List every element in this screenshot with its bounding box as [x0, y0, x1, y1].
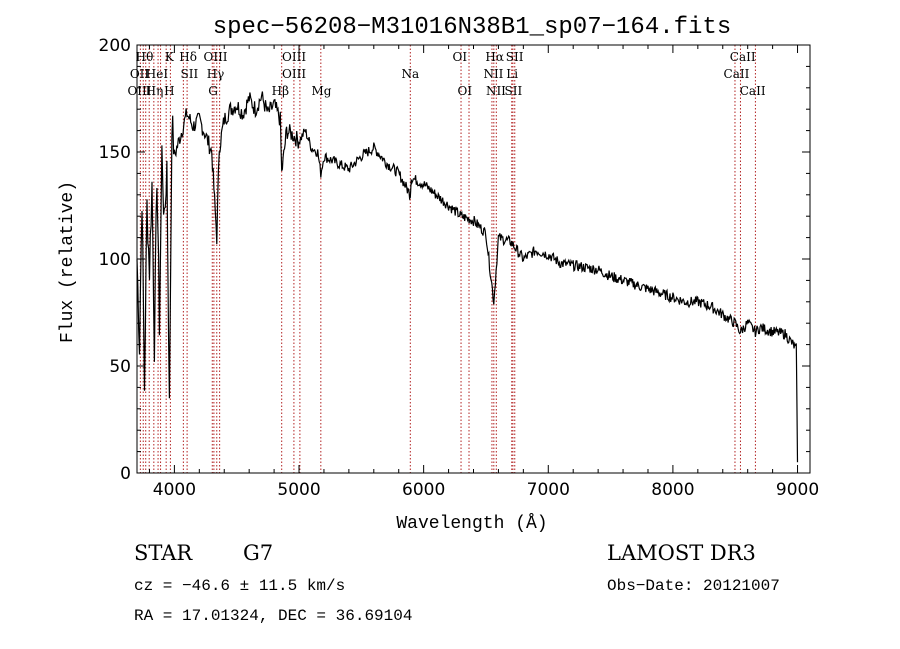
chart-title: spec−56208−M31016N38B1_sp07−164.fits	[213, 14, 731, 41]
line-label-1-0: OII	[130, 67, 150, 81]
x-tick-label-3: 7000	[527, 480, 570, 500]
line-label-0-4: OIII	[282, 50, 306, 64]
line-label-0-7: SII	[506, 50, 524, 64]
y-tick-label-4: 200	[99, 36, 131, 56]
line-label-1-3: Hγ	[207, 67, 225, 81]
redshift-cz: cz = −46.6 ± 11.5 km/s	[134, 577, 345, 595]
line-label-0-8: CaII	[730, 50, 756, 64]
line-label-2-4: Hβ	[272, 84, 289, 98]
ra-dec: RA = 17.01324, DEC = 36.69104	[134, 607, 412, 625]
line-label-1-5: Na	[401, 67, 419, 81]
object-class: STAR	[134, 541, 193, 565]
y-tick-label-3: 150	[99, 143, 131, 163]
line-label-1-6: NII	[483, 67, 503, 81]
line-label-2-8: SII	[505, 84, 523, 98]
x-axis-ticks: 4000 5000 6000 7000 8000 9000	[148, 45, 819, 500]
line-label-1-1: HeI	[146, 67, 169, 81]
line-label-0-5: OI	[453, 50, 468, 64]
survey-name: LAMOST DR3	[607, 541, 756, 565]
line-label-2-0: OIII	[127, 84, 151, 98]
reference-lines	[139, 45, 756, 473]
spectrum-line	[136, 91, 799, 463]
line-label-0-2: Hδ	[179, 50, 197, 64]
line-label-1-4: OIII	[282, 67, 306, 81]
observation-date: Obs−Date: 20121007	[607, 577, 780, 595]
x-tick-label-0: 4000	[153, 480, 196, 500]
line-label-1-7: Li	[506, 67, 518, 81]
line-label-2-9: CaII	[740, 84, 766, 98]
line-label-0-3: OIII	[203, 50, 227, 64]
y-tick-label-0: 0	[120, 464, 131, 484]
line-label-2-6: OI	[457, 84, 472, 98]
spectral-subclass: G7	[243, 541, 273, 565]
line-label-1-8: CaII	[724, 67, 750, 81]
line-label-0-0: Hθ	[136, 50, 154, 64]
line-label-2-2: H	[164, 84, 174, 98]
y-tick-label-1: 50	[109, 357, 131, 377]
line-label-2-5: Mg	[311, 84, 331, 98]
y-tick-label-2: 100	[99, 250, 131, 270]
x-tick-label-5: 9000	[776, 480, 819, 500]
x-tick-label-4: 8000	[651, 480, 694, 500]
line-label-2-7: NII	[486, 84, 506, 98]
y-axis-label: Flux (relative)	[58, 181, 78, 343]
x-tick-label-2: 6000	[402, 480, 445, 500]
line-label-0-1: K	[165, 50, 175, 64]
y-axis-ticks: 0 50 100 150 200	[99, 36, 810, 484]
line-label-2-1: Hη	[146, 84, 164, 98]
x-axis-label: Wavelength (Å)	[396, 513, 547, 534]
line-label-1-2: SII	[180, 67, 198, 81]
line-label-2-3: G	[208, 84, 218, 98]
x-tick-label-1: 5000	[277, 480, 320, 500]
line-label-0-6: Hα	[485, 50, 504, 64]
